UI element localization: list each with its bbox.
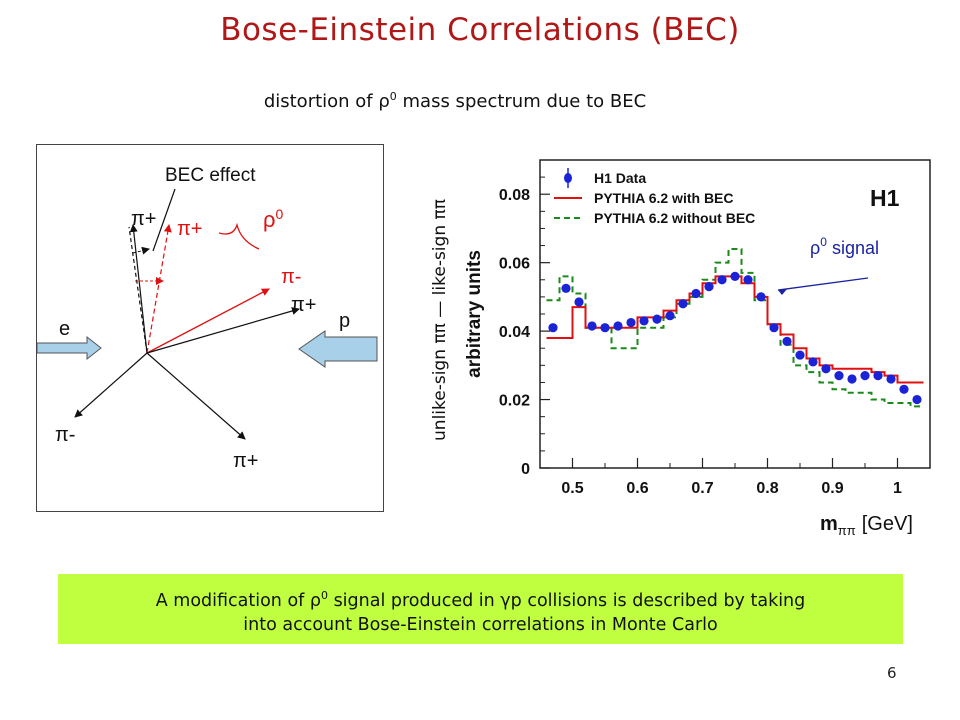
experiment-label: H1 [870,185,900,211]
track-pi-plus-right [146,307,300,354]
legend-entry: PYTHIA 6.2 with BEC [594,190,734,206]
label-pi-minus-red: π- [281,266,301,288]
data-point [600,323,610,333]
x-tick-label: 0.9 [821,480,843,497]
rho-brace [218,222,260,250]
data-point [782,336,792,346]
data-point [678,299,688,309]
label-pi-minus-lower-left: π- [55,424,75,446]
x-tick-label: 0.7 [691,480,713,497]
note-line1-b: signal produced in γp collisions is desc… [328,590,806,611]
y-tick-label: 0.06 [499,256,530,273]
data-point [691,288,701,299]
y-axis-label: arbitrary units [464,250,485,378]
electron-label: e [59,318,70,340]
data-point [847,374,857,384]
y-tick-label: 0.02 [499,393,530,410]
x-tick-label: 0.5 [561,480,583,497]
slide-subtitle: distortion of ρ0 mass spectrum due to BE… [0,90,910,112]
data-point [795,350,805,360]
bec-effect-pointer [152,188,176,252]
data-point [730,271,740,281]
data-point [704,282,714,292]
note-line-2: into account Bose-Einstein correlations … [243,614,718,635]
data-point [574,297,584,307]
data-point [821,364,831,374]
summary-note: A modification of ρ0 signal produced in … [58,574,903,644]
track-pi-plus-red [146,224,172,354]
y-tick-label: 0 [521,461,530,478]
rho-signal-annotation: ρ0 signal [810,235,879,258]
rho-label: ρ0 [263,206,284,232]
subtitle-suffix: mass spectrum due to BEC [396,91,647,112]
data-point [561,283,571,293]
proton-label: p [339,310,350,332]
y-tick-label: 0.04 [499,324,530,341]
mass-spectrum-chart: 0 0.02 0.04 0.06 0.08 0.5 0.6 0.7 0.8 0.9 1 arbitra… [464,159,931,538]
data-point [769,323,779,333]
track-pi-minus-lower-left [74,352,148,418]
slide-title: Bose-Einstein Correlations (BEC) [220,12,740,48]
yaxis-text: unlike-sign ππ — like-sign ππ [430,199,450,441]
data-point [665,311,675,321]
rho-sup: 0 [276,206,284,222]
label-pi-plus-lower-right: π+ [233,450,258,472]
data-point [548,323,558,333]
track-pi-plus-upper-left [129,224,148,354]
electron-beam-arrow [36,335,102,361]
rho-symbol: ρ [263,207,276,232]
data-point [652,314,662,324]
rho-signal-pointer-head [778,289,787,296]
legend-entry: PYTHIA 6.2 without BEC [594,210,755,226]
data-point [639,316,649,326]
bec-diagram-panel: BEC effect ρ0 π+ π+ π- π+ π- π+ e p [36,144,384,512]
data-point [613,321,623,331]
bec-diagram: BEC effect ρ0 π+ π+ π- π+ π- π+ e p [36,165,378,472]
data-point [860,371,870,381]
data-point [756,292,766,302]
data-point [808,357,818,367]
proton-beam-arrow [298,330,378,368]
note-line-1: A modification of ρ0 signal produced in … [66,584,895,613]
label-pi-plus-upper-left: π+ [131,208,156,230]
y-tick-label: 0.08 [499,187,530,204]
track-pi-minus-red [146,288,270,354]
data-point [626,317,636,328]
subtitle-prefix: distortion of ρ [263,91,390,112]
subtitle-sup: 0 [389,90,397,103]
bec-shift-arrow-upper [132,246,150,255]
series-without-bec-line [546,247,924,408]
series-with-bec-line [546,275,924,384]
slide-number: 6 [887,664,897,682]
data-point [717,275,727,285]
data-point [899,384,909,394]
data-point [587,321,597,331]
x-axis-label: mππ [GeV] [820,513,913,538]
data-point [873,371,883,381]
note-line1-a: A modification of ρ [155,590,321,611]
rho-signal-pointer [777,277,869,291]
bec-effect-label: BEC effect [165,165,256,186]
legend-entry: H1 Data [594,170,646,186]
track-pi-plus-upper-left-dashed [128,226,148,354]
note-line1-sup: 0 [321,589,328,602]
x-tick-label: 1 [893,480,902,497]
data-point [743,275,753,285]
yaxis-text-wrapper: unlike-sign ππ — like-sign ππ [420,140,460,500]
data-point [912,394,922,405]
label-pi-plus-red: π+ [177,218,202,240]
track-pi-plus-lower-right [146,352,246,440]
x-tick-label: 0.6 [626,480,648,497]
data-point [834,371,844,381]
label-pi-plus-right: π+ [291,294,316,316]
x-tick-label: 0.8 [756,480,778,497]
data-point [886,374,896,384]
